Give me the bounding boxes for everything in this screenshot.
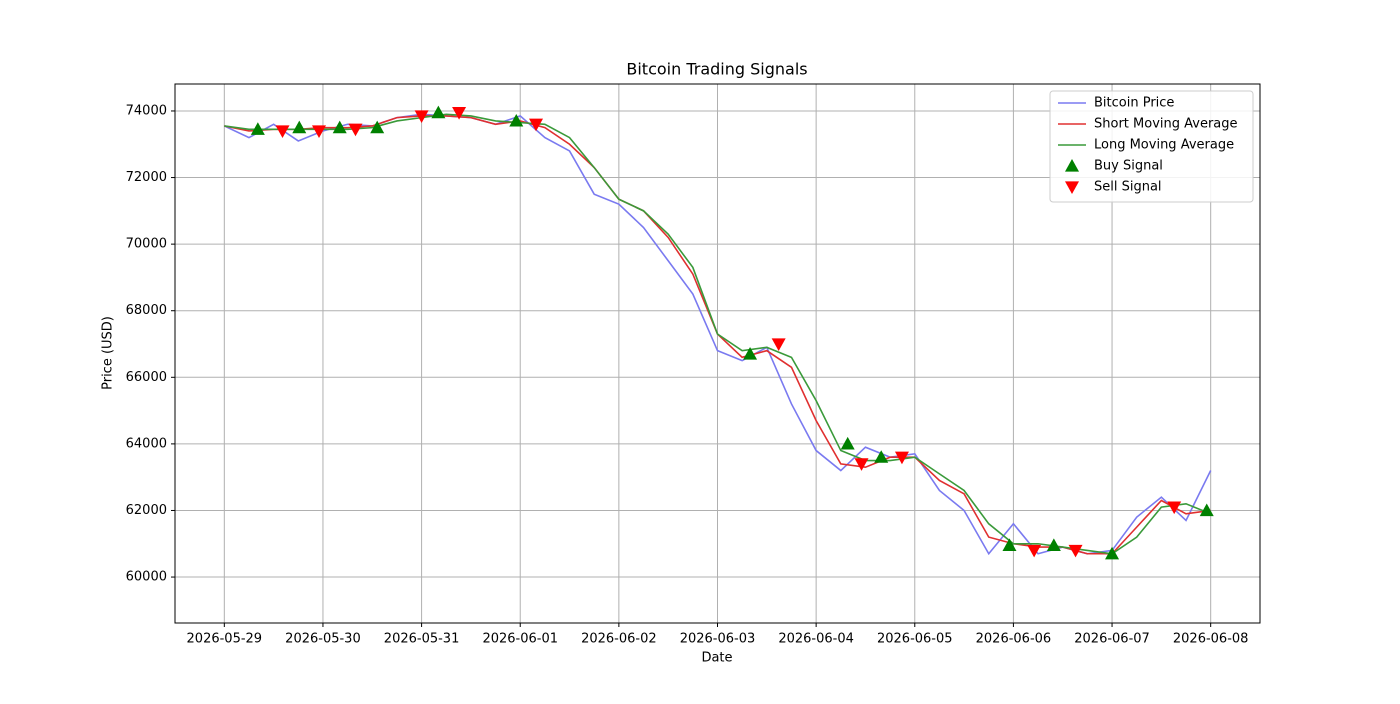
x-tick-label: 2026-06-05	[877, 632, 953, 647]
y-tick-label: 74000	[126, 103, 167, 118]
x-tick-label: 2026-06-08	[1173, 632, 1249, 647]
buy-marker	[431, 105, 446, 119]
x-tick-label: 2026-06-04	[778, 632, 854, 647]
plot-frame	[174, 83, 1261, 624]
sell-marker	[452, 107, 467, 120]
x-tick-label: 2026-05-31	[384, 632, 460, 647]
legend-box	[1049, 90, 1254, 203]
buy-marker	[332, 120, 347, 134]
sell-marker	[529, 118, 544, 132]
x-tick-label: 2026-06-07	[1074, 632, 1150, 647]
chart-title: Bitcoin Trading Signals	[626, 60, 807, 79]
buy-marker	[1199, 503, 1214, 517]
sell-marker	[771, 338, 786, 352]
sell-marker	[854, 458, 869, 471]
buy-marker	[1002, 538, 1017, 552]
buy-marker	[743, 346, 758, 360]
buy-marker	[292, 120, 307, 134]
x-axis-label: Date	[701, 651, 732, 666]
sell-marker	[1027, 544, 1042, 558]
buy-marker	[840, 436, 855, 450]
buy-marker	[370, 120, 385, 134]
sell-marker	[414, 110, 429, 123]
x-tick-label: 2026-06-06	[976, 632, 1052, 647]
y-tick-label: 66000	[126, 370, 167, 385]
legend-swatch	[1065, 159, 1079, 172]
x-tick-label: 2026-06-01	[482, 632, 558, 647]
x-tick-label: 2026-06-02	[581, 632, 657, 647]
buy-marker	[1046, 538, 1061, 552]
sell-marker	[275, 125, 290, 138]
legend-label: Buy Signal	[1094, 159, 1163, 174]
y-tick-label: 70000	[126, 237, 167, 252]
x-tick-label: 2026-06-03	[680, 632, 756, 647]
legend-label: Short Moving Average	[1094, 117, 1238, 132]
y-tick-label: 60000	[126, 570, 167, 585]
sell-marker	[1068, 544, 1083, 558]
price-line	[224, 113, 1211, 555]
sell-marker	[1167, 501, 1182, 515]
x-tick-label: 2026-05-29	[187, 632, 263, 647]
y-tick-label: 68000	[126, 303, 167, 318]
x-tick-label: 2026-05-30	[285, 632, 361, 647]
sell-marker	[348, 123, 363, 137]
legend-label: Long Moving Average	[1094, 138, 1234, 153]
buy-marker	[509, 113, 524, 127]
y-tick-label: 62000	[126, 503, 167, 518]
buy-marker	[250, 122, 265, 135]
sell-marker	[312, 125, 327, 138]
buy-marker	[874, 450, 889, 463]
legend-label: Bitcoin Price	[1094, 96, 1174, 111]
y-axis-label: Price (USD)	[101, 316, 116, 390]
sell-marker	[894, 451, 909, 465]
y-tick-label: 72000	[126, 170, 167, 185]
legend-label: Sell Signal	[1094, 180, 1162, 195]
buy-marker	[1105, 546, 1120, 560]
y-tick-label: 64000	[126, 436, 167, 451]
legend-swatch	[1065, 181, 1079, 194]
